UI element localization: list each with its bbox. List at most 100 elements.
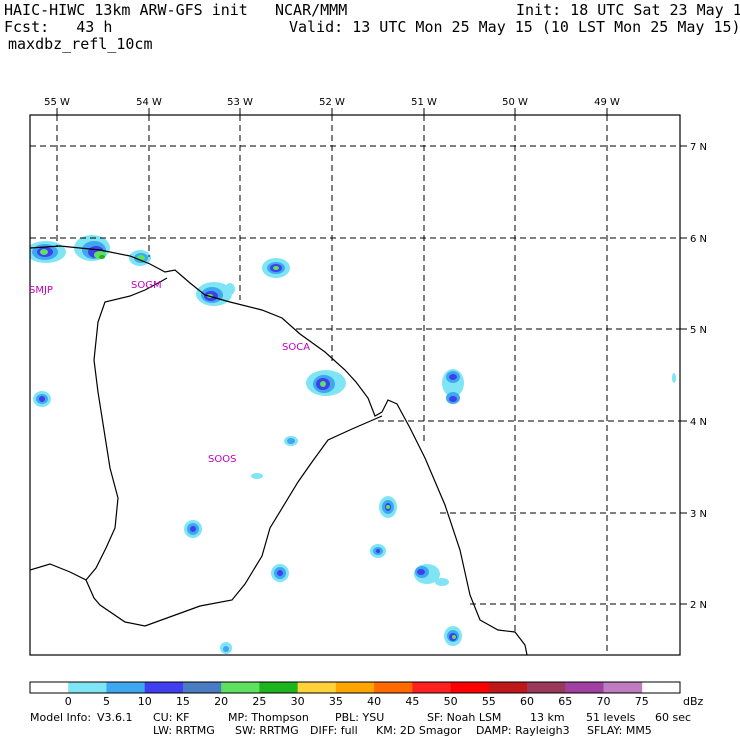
lon-label: 49 W xyxy=(594,97,620,108)
map-frame xyxy=(29,114,681,656)
colorbar-swatch xyxy=(603,682,643,693)
colorbar-swatch xyxy=(144,682,184,693)
surface-scheme: SF: Noah LSM xyxy=(427,711,502,724)
colorbar-swatch xyxy=(106,682,146,693)
echo-cell xyxy=(30,241,66,263)
model-info-label: Model Info: xyxy=(30,711,92,724)
colorbar-tick-label: 15 xyxy=(176,695,190,708)
lat-label: 7 N xyxy=(690,142,707,153)
colorbar-swatch xyxy=(259,682,299,693)
colorbar-tick-label: 40 xyxy=(367,695,381,708)
damping-option: DAMP: Rayleigh3 xyxy=(476,724,570,737)
colorbar-tick-label: 35 xyxy=(329,695,343,708)
valid-time: Valid: 13 UTC Mon 25 May 15 (10 LST Mon … xyxy=(289,18,740,36)
echo-cell xyxy=(379,496,397,518)
lat-lon-grid xyxy=(30,115,680,655)
station-label: SOOS xyxy=(208,454,236,465)
eddy-coefficient-option: KM: 2D Smagor xyxy=(376,724,462,737)
border xyxy=(30,415,383,627)
longwave-scheme: LW: RRTMG xyxy=(153,724,215,737)
microphysics-scheme: MP: Thompson xyxy=(228,711,309,724)
lat-label: 5 N xyxy=(690,325,707,336)
lat-label: 6 N xyxy=(690,234,707,245)
run-title: HAIC-HIWC 13km ARW-GFS init xyxy=(4,1,248,19)
colorbar-swatches xyxy=(30,682,643,693)
colorbar-swatch xyxy=(412,682,451,693)
colorbar-tick-label: 50 xyxy=(444,695,458,708)
lon-label: 55 W xyxy=(44,97,70,108)
station-label: SOGM xyxy=(131,280,162,291)
echo-cell xyxy=(672,373,676,383)
echo-cell xyxy=(370,544,386,558)
colorbar-swatch xyxy=(68,682,107,693)
lon-label: 53 W xyxy=(227,97,253,108)
lat-label: 3 N xyxy=(690,509,707,520)
colorbar-units: dBz xyxy=(683,695,704,708)
colorbar-swatch xyxy=(297,682,337,693)
echo-cell xyxy=(33,391,51,407)
vertical-levels: 51 levels xyxy=(586,711,636,724)
frame-ticks xyxy=(56,108,687,605)
echo-cell xyxy=(271,564,289,582)
colorbar-tick-label: 0 xyxy=(65,695,72,708)
colorbar-swatch xyxy=(182,682,222,693)
station-label: SMJP xyxy=(29,285,53,296)
colorbar-swatch xyxy=(30,682,69,693)
colorbar-tick-label: 45 xyxy=(405,695,419,708)
shortwave-scheme: SW: RRTMG xyxy=(235,724,299,737)
colorbar-tick-label: 10 xyxy=(138,695,152,708)
reflectivity-echoes xyxy=(30,235,676,654)
echo-cell xyxy=(442,369,464,404)
colorbar-swatch xyxy=(374,682,413,693)
lon-label: 50 W xyxy=(502,97,528,108)
colorbar-tick-label: 20 xyxy=(214,695,228,708)
colorbar-tick-label: 5 xyxy=(103,695,110,708)
forecast-hour: Fcst: 43 h xyxy=(4,18,113,36)
lat-label: 4 N xyxy=(690,417,707,428)
colorbar-tick-label: 65 xyxy=(558,695,572,708)
init-time: Init: 18 UTC Sat 23 May 15 xyxy=(516,1,740,19)
colorbar-labels: 0 5 10 15 20 25 30 35 40 45 50 55 60 65 70 75 xyxy=(65,695,649,708)
time-step: 60 sec xyxy=(655,711,692,724)
colorbar-swatch xyxy=(221,682,260,693)
colorbar-swatch xyxy=(488,682,528,693)
echo-cell xyxy=(444,626,462,646)
colorbar-tick-label: 70 xyxy=(597,695,611,708)
latitude-labels: 7 N 6 N 5 N 4 N 3 N 2 N xyxy=(690,142,707,611)
colorbar-tick-label: 75 xyxy=(635,695,649,708)
model-version: V3.6.1 xyxy=(97,711,133,724)
echo-cell xyxy=(220,642,232,654)
echo-cell xyxy=(184,520,202,538)
echo-cell xyxy=(251,473,263,479)
lon-label: 54 W xyxy=(136,97,162,108)
colorbar-swatch xyxy=(565,682,604,693)
colorbar-swatch xyxy=(527,682,566,693)
lon-label: 52 W xyxy=(319,97,345,108)
echo-cell xyxy=(306,370,346,396)
surface-layer-scheme: SFLAY: MM5 xyxy=(587,724,652,737)
colorbar-tick-label: 25 xyxy=(252,695,266,708)
organization: NCAR/MMM xyxy=(275,1,348,19)
colorbar-frame xyxy=(29,681,681,694)
station-label: SOCA xyxy=(282,342,310,353)
colorbar-tick-label: 30 xyxy=(291,695,305,708)
lon-label: 51 W xyxy=(411,97,437,108)
field-name: maxdbz_refl_10cm xyxy=(8,35,153,53)
colorbar-tick-label: 55 xyxy=(482,695,496,708)
diffusion-option: DIFF: full xyxy=(310,724,358,737)
grid-resolution: 13 km xyxy=(530,711,565,724)
echo-cell xyxy=(284,436,298,446)
coastline-and-borders xyxy=(30,245,528,655)
colorbar: 0 5 10 15 20 25 30 35 40 45 50 55 60 65 70 75 dBz xyxy=(29,681,704,708)
echo-cell xyxy=(129,250,151,266)
echo-cell xyxy=(414,564,449,586)
pbl-scheme: PBL: YSU xyxy=(335,711,385,724)
colorbar-swatch xyxy=(335,682,375,693)
colorbar-tick-label: 60 xyxy=(520,695,534,708)
longitude-labels: 55 W 54 W 53 W 52 W 51 W 50 W 49 W xyxy=(44,97,620,108)
coastline xyxy=(30,245,528,655)
station-labels: SMJP SOGM SOCA SOOS xyxy=(29,280,310,465)
cumulus-scheme: CU: KF xyxy=(153,711,190,724)
